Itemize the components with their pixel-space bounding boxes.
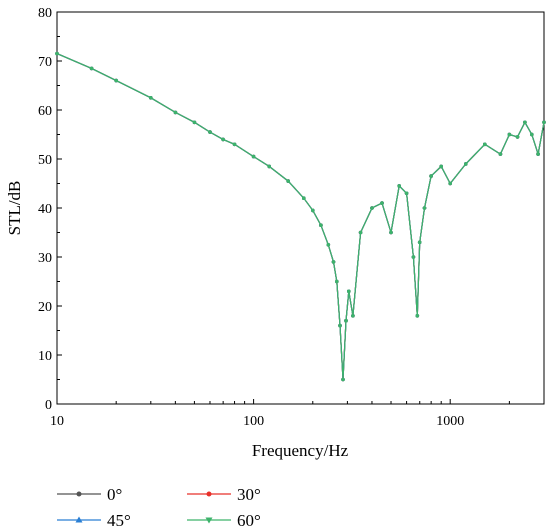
y-tick-label: 30: [38, 251, 52, 266]
legend-label: 45°: [107, 511, 131, 530]
data-point: [286, 179, 291, 183]
y-tick-label: 50: [38, 153, 52, 168]
x-tick-label: 1000: [436, 414, 464, 429]
data-point: [267, 164, 272, 169]
data-point: [415, 314, 420, 318]
data-point: [331, 260, 336, 264]
data-point: [507, 132, 512, 137]
data-point: [515, 135, 520, 139]
data-point: [89, 66, 94, 71]
y-tick-label: 70: [38, 55, 52, 70]
data-point: [341, 377, 345, 382]
legend-label: 60°: [237, 511, 261, 530]
data-point: [397, 184, 402, 188]
series-line: [56, 53, 545, 380]
legend-label: 0°: [107, 485, 122, 504]
data-point: [389, 230, 393, 235]
legend-label: 30°: [237, 485, 261, 504]
data-point: [319, 223, 323, 227]
data-point: [404, 191, 409, 196]
data-point: [429, 174, 433, 178]
data-point: [351, 314, 355, 318]
x-axis-title: Frequency/Hz: [252, 441, 349, 460]
legend-marker: [75, 516, 83, 523]
legend-item: 0°: [57, 485, 122, 504]
data-point: [311, 208, 315, 213]
data-point: [530, 132, 534, 137]
data-point: [483, 142, 487, 147]
legend-item: 60°: [187, 511, 261, 530]
data-point: [542, 120, 546, 125]
y-tick-label: 80: [38, 6, 52, 21]
legend-marker: [76, 491, 82, 497]
data-point: [380, 201, 384, 205]
data-point: [221, 137, 225, 142]
series-3: [55, 51, 546, 382]
data-point: [251, 154, 256, 159]
x-axis: 10 100 1000: [50, 399, 545, 429]
data-point: [208, 130, 212, 134]
data-point: [523, 120, 527, 125]
data-point: [422, 206, 427, 210]
legend: 0° 30° 45° 60°: [57, 485, 261, 530]
data-point: [347, 289, 351, 294]
data-point: [498, 152, 503, 156]
data-point: [326, 243, 331, 247]
y-tick-label: 10: [38, 349, 52, 364]
series-layer: [55, 51, 546, 382]
data-point: [232, 142, 237, 147]
data-point: [173, 110, 178, 115]
data-point: [114, 78, 118, 83]
series-line: [56, 53, 545, 380]
legend-item: 30°: [187, 485, 261, 504]
y-tick-label: 20: [38, 300, 52, 315]
data-point: [464, 162, 468, 166]
data-point: [439, 164, 444, 169]
data-point: [536, 152, 540, 156]
data-point: [370, 206, 374, 210]
x-tick-label: 10: [50, 414, 64, 429]
data-point: [338, 323, 342, 328]
series-2: [55, 51, 546, 382]
legend-item: 45°: [57, 511, 131, 530]
x-tick-label: 100: [243, 414, 264, 429]
data-point: [411, 255, 416, 259]
data-point: [358, 230, 363, 235]
data-point: [335, 279, 339, 284]
series-line: [56, 53, 545, 380]
data-point: [448, 181, 453, 186]
data-point: [302, 196, 306, 200]
data-point: [55, 51, 59, 56]
data-point: [192, 120, 197, 125]
data-point: [344, 318, 348, 323]
series-4: [55, 51, 546, 382]
data-point: [149, 96, 153, 100]
y-axis-title: STL/dB: [5, 181, 24, 236]
legend-marker: [206, 491, 212, 497]
series-1: [55, 51, 546, 382]
y-tick-label: 60: [38, 104, 52, 119]
y-tick-label: 0: [45, 398, 52, 413]
series-line: [56, 53, 545, 380]
y-tick-label: 40: [38, 202, 52, 217]
data-point: [417, 240, 422, 245]
y-axis: 0 10 20 30 40 50 60 70 80: [38, 6, 62, 413]
legend-marker: [205, 517, 213, 524]
plot-area-frame: [56, 11, 545, 405]
